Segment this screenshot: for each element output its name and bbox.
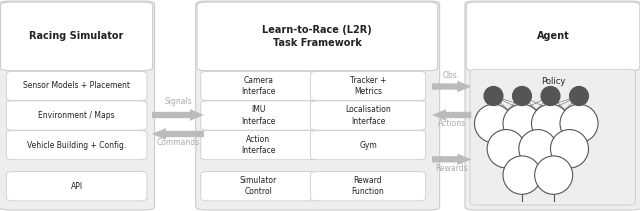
FancyBboxPatch shape	[201, 172, 316, 201]
FancyBboxPatch shape	[310, 130, 426, 160]
FancyBboxPatch shape	[201, 71, 316, 101]
Text: Reward
Function: Reward Function	[351, 176, 385, 196]
FancyBboxPatch shape	[6, 101, 147, 130]
FancyBboxPatch shape	[201, 130, 316, 160]
FancyArrow shape	[152, 109, 204, 121]
Ellipse shape	[513, 87, 531, 106]
Ellipse shape	[474, 104, 513, 143]
Text: Sensor Models + Placement: Sensor Models + Placement	[23, 81, 130, 91]
Ellipse shape	[519, 130, 557, 168]
FancyBboxPatch shape	[467, 2, 640, 71]
FancyArrow shape	[432, 154, 471, 165]
FancyBboxPatch shape	[6, 172, 147, 201]
Ellipse shape	[531, 104, 570, 143]
FancyBboxPatch shape	[310, 172, 426, 201]
FancyBboxPatch shape	[6, 130, 147, 160]
Ellipse shape	[560, 104, 598, 143]
Text: Localisation
Interface: Localisation Interface	[345, 106, 391, 126]
FancyArrow shape	[432, 81, 471, 92]
Text: IMU
Interface: IMU Interface	[241, 106, 276, 126]
Ellipse shape	[503, 104, 541, 143]
FancyBboxPatch shape	[310, 71, 426, 101]
Ellipse shape	[503, 156, 541, 194]
Text: Racing Simulator: Racing Simulator	[29, 31, 124, 41]
FancyBboxPatch shape	[6, 71, 147, 101]
Text: Actions: Actions	[438, 119, 466, 128]
Ellipse shape	[484, 87, 503, 106]
Text: Rewards: Rewards	[435, 164, 468, 173]
Text: Agent: Agent	[537, 31, 570, 41]
Text: Action
Interface: Action Interface	[241, 135, 276, 155]
Text: Environment / Maps: Environment / Maps	[38, 111, 115, 120]
FancyArrow shape	[432, 109, 471, 121]
FancyBboxPatch shape	[470, 69, 636, 205]
FancyArrow shape	[152, 128, 204, 140]
FancyBboxPatch shape	[197, 2, 438, 71]
Ellipse shape	[550, 130, 589, 168]
Text: Learn-to-Race (L2R)
Task Framework: Learn-to-Race (L2R) Task Framework	[262, 25, 372, 48]
Ellipse shape	[541, 87, 560, 106]
FancyBboxPatch shape	[1, 2, 152, 71]
FancyBboxPatch shape	[0, 1, 154, 210]
FancyBboxPatch shape	[201, 101, 316, 130]
FancyBboxPatch shape	[465, 1, 640, 210]
Text: Simulator
Control: Simulator Control	[240, 176, 277, 196]
Text: API: API	[70, 182, 83, 191]
Text: Obs.: Obs.	[443, 71, 460, 80]
FancyBboxPatch shape	[196, 1, 440, 210]
Text: Tracker +
Metrics: Tracker + Metrics	[350, 76, 387, 96]
Text: Policy: Policy	[541, 77, 565, 86]
Text: Camera
Interface: Camera Interface	[241, 76, 276, 96]
Ellipse shape	[487, 130, 525, 168]
FancyBboxPatch shape	[310, 101, 426, 130]
Ellipse shape	[534, 156, 573, 194]
Text: Gym: Gym	[359, 141, 377, 150]
Ellipse shape	[570, 87, 589, 106]
Text: Commands: Commands	[156, 138, 200, 147]
Text: Signals: Signals	[164, 96, 192, 106]
Text: Vehicle Building + Config.: Vehicle Building + Config.	[27, 141, 126, 150]
